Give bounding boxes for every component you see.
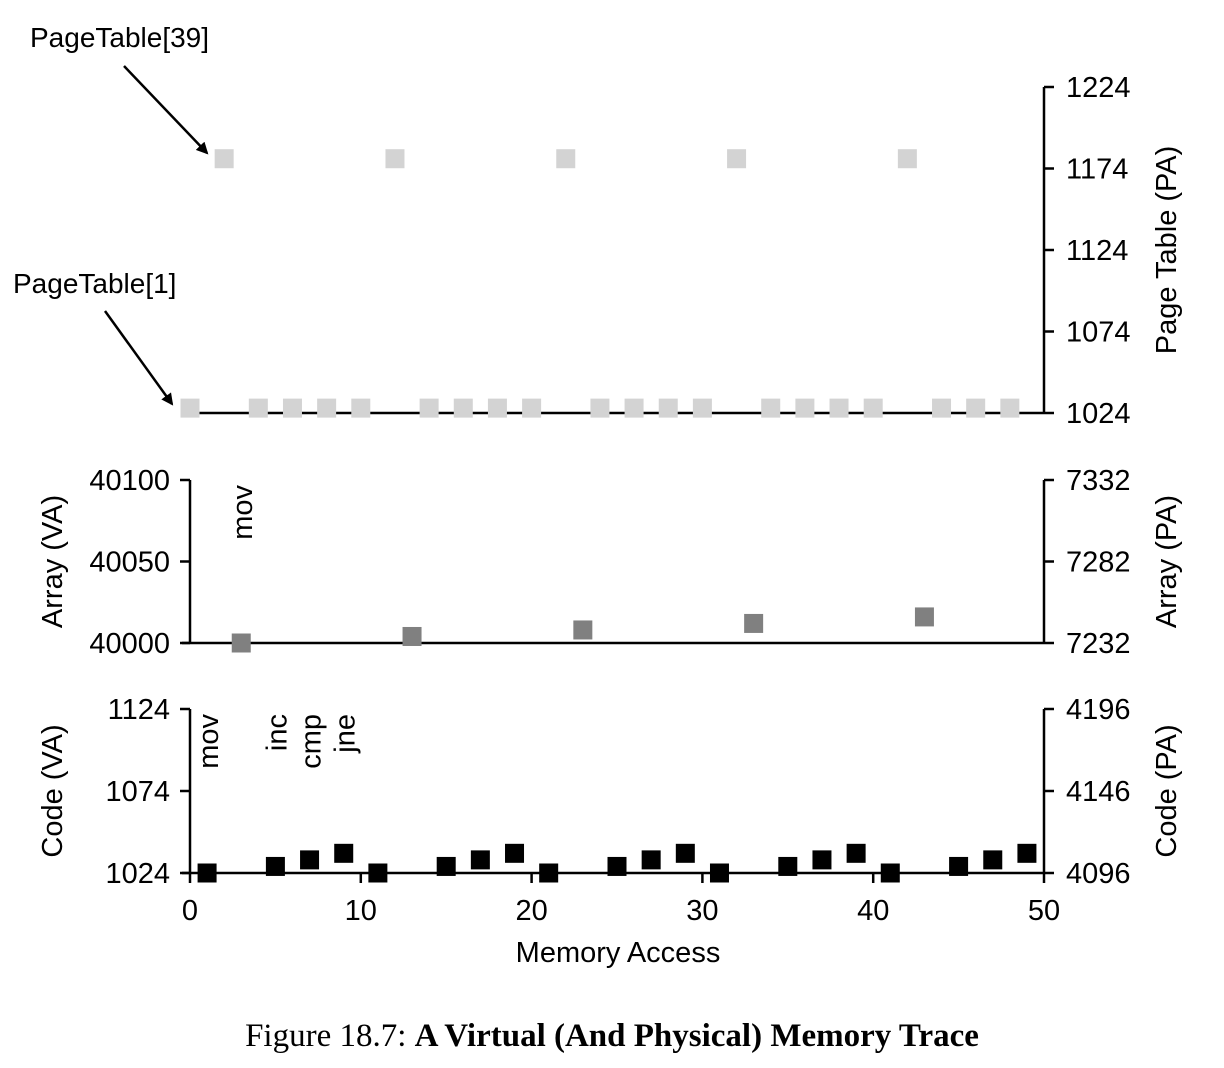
array-point [573, 620, 593, 640]
code-point [846, 843, 866, 863]
page-table-right-tick-label: 1074 [1066, 317, 1131, 349]
page-table-point [556, 149, 576, 169]
instruction-label-mov: mov [227, 485, 259, 540]
code-point [368, 863, 388, 883]
instruction-label-jne: jne [330, 714, 362, 754]
code-left-tick-label: 1024 [105, 858, 170, 890]
array-point [914, 607, 934, 627]
page-table-point [487, 398, 507, 418]
code-point [641, 850, 661, 870]
array-right-tick-label: 7232 [1066, 628, 1131, 660]
array-left-tick-label: 40050 [89, 547, 170, 579]
caption-prefix: Figure 18.7: [245, 1018, 415, 1054]
array-panel: 7332 7282 7232 Array (PA) 40100 40050 40000 Arr… [37, 465, 1183, 660]
page-table-point [453, 398, 473, 418]
page-table-point [214, 149, 234, 169]
array-right-tick-label: 7332 [1066, 465, 1131, 497]
x-tick-label: 0 [182, 895, 198, 927]
code-point [470, 850, 490, 870]
page-table-point [761, 398, 781, 418]
annotation-arrow [123, 65, 209, 155]
array-point [744, 613, 764, 633]
array-left-axis-label: Array (VA) [37, 495, 69, 628]
page-table-point [385, 149, 405, 169]
page-table-point [624, 398, 644, 418]
page-table-point [351, 398, 371, 418]
page-table-point [180, 398, 200, 418]
array-right-axis-label: Array (PA) [1151, 495, 1183, 628]
page-table-point [590, 398, 610, 418]
caption-title: A Virtual (And Physical) Memory Trace [414, 1018, 979, 1054]
figure-caption: Figure 18.7: A Virtual (And Physical) Me… [0, 1018, 1224, 1055]
code-right-axis-label: Code (PA) [1151, 724, 1183, 857]
page-table-right-tick-label: 1224 [1066, 72, 1131, 104]
x-tick-label: 30 [686, 895, 718, 927]
code-left-tick-label: 1074 [105, 776, 170, 808]
code-right-tick-label: 4196 [1066, 694, 1131, 726]
code-point [505, 843, 525, 863]
code-point [949, 856, 969, 876]
page-table-point [863, 398, 883, 418]
page-table-point [658, 398, 678, 418]
code-point [265, 856, 285, 876]
instruction-label-cmp: cmp [296, 714, 328, 769]
page-table-point [1000, 398, 1020, 418]
x-axis-label: Memory Access [516, 937, 721, 969]
page-table-point [692, 398, 712, 418]
instruction-label-inc: inc [261, 714, 293, 751]
page-table-point [897, 149, 917, 169]
code-point [709, 863, 729, 883]
page-table-point [248, 398, 268, 418]
code-point [607, 856, 627, 876]
page-table-point [795, 398, 815, 418]
code-point [436, 856, 456, 876]
code-point [812, 850, 832, 870]
page-table-right-axis-label: Page Table (PA) [1151, 146, 1183, 355]
code-point [983, 850, 1003, 870]
page-table-point [727, 149, 747, 169]
instruction-label-mov: mov [193, 714, 225, 769]
page-table-point [932, 398, 952, 418]
page-table-right-tick-label: 1124 [1066, 235, 1128, 267]
array-point [402, 626, 422, 646]
array-left-tick-label: 40000 [89, 628, 170, 660]
page-table-right-tick-label: 1174 [1066, 154, 1128, 186]
code-left-axis-label: Code (VA) [37, 724, 69, 857]
page-table-point [522, 398, 542, 418]
page-table-panel: 1224 1174 1124 1074 1024 Page Table (PA) PageT… [13, 22, 1183, 430]
code-point [539, 863, 559, 883]
page-table-point [282, 398, 302, 418]
code-point [300, 850, 320, 870]
annotation-arrow [103, 310, 174, 406]
x-tick-label: 50 [1028, 895, 1060, 927]
code-right-tick-label: 4146 [1066, 776, 1131, 808]
code-point [334, 843, 354, 863]
array-right-tick-label: 7282 [1066, 547, 1131, 579]
x-tick-label: 10 [345, 895, 377, 927]
array-point [231, 633, 251, 653]
x-tick-label: 40 [857, 895, 889, 927]
annotation-pagetable-1: PageTable[1] [13, 268, 176, 299]
page-table-point [829, 398, 849, 418]
x-tick-label: 20 [515, 895, 547, 927]
page-table-right-tick-label: 1024 [1066, 398, 1131, 430]
page-table-point [317, 398, 337, 418]
code-left-tick-label: 1124 [108, 694, 170, 726]
code-point [778, 856, 798, 876]
chart-panels: 1224 1174 1124 1074 1024 Page Table (PA) PageT… [13, 22, 1183, 969]
code-right-tick-label: 4096 [1066, 858, 1131, 890]
code-panel: 4196 4146 4096 Code (PA) 1124 1074 1024 Code (V… [37, 694, 1183, 969]
code-point [1017, 843, 1037, 863]
page-table-point [966, 398, 986, 418]
array-left-tick-label: 40100 [89, 465, 170, 497]
code-point [197, 863, 217, 883]
code-point [880, 863, 900, 883]
annotation-pagetable-39: PageTable[39] [30, 22, 209, 53]
code-point [675, 843, 695, 863]
page-table-point [419, 398, 439, 418]
